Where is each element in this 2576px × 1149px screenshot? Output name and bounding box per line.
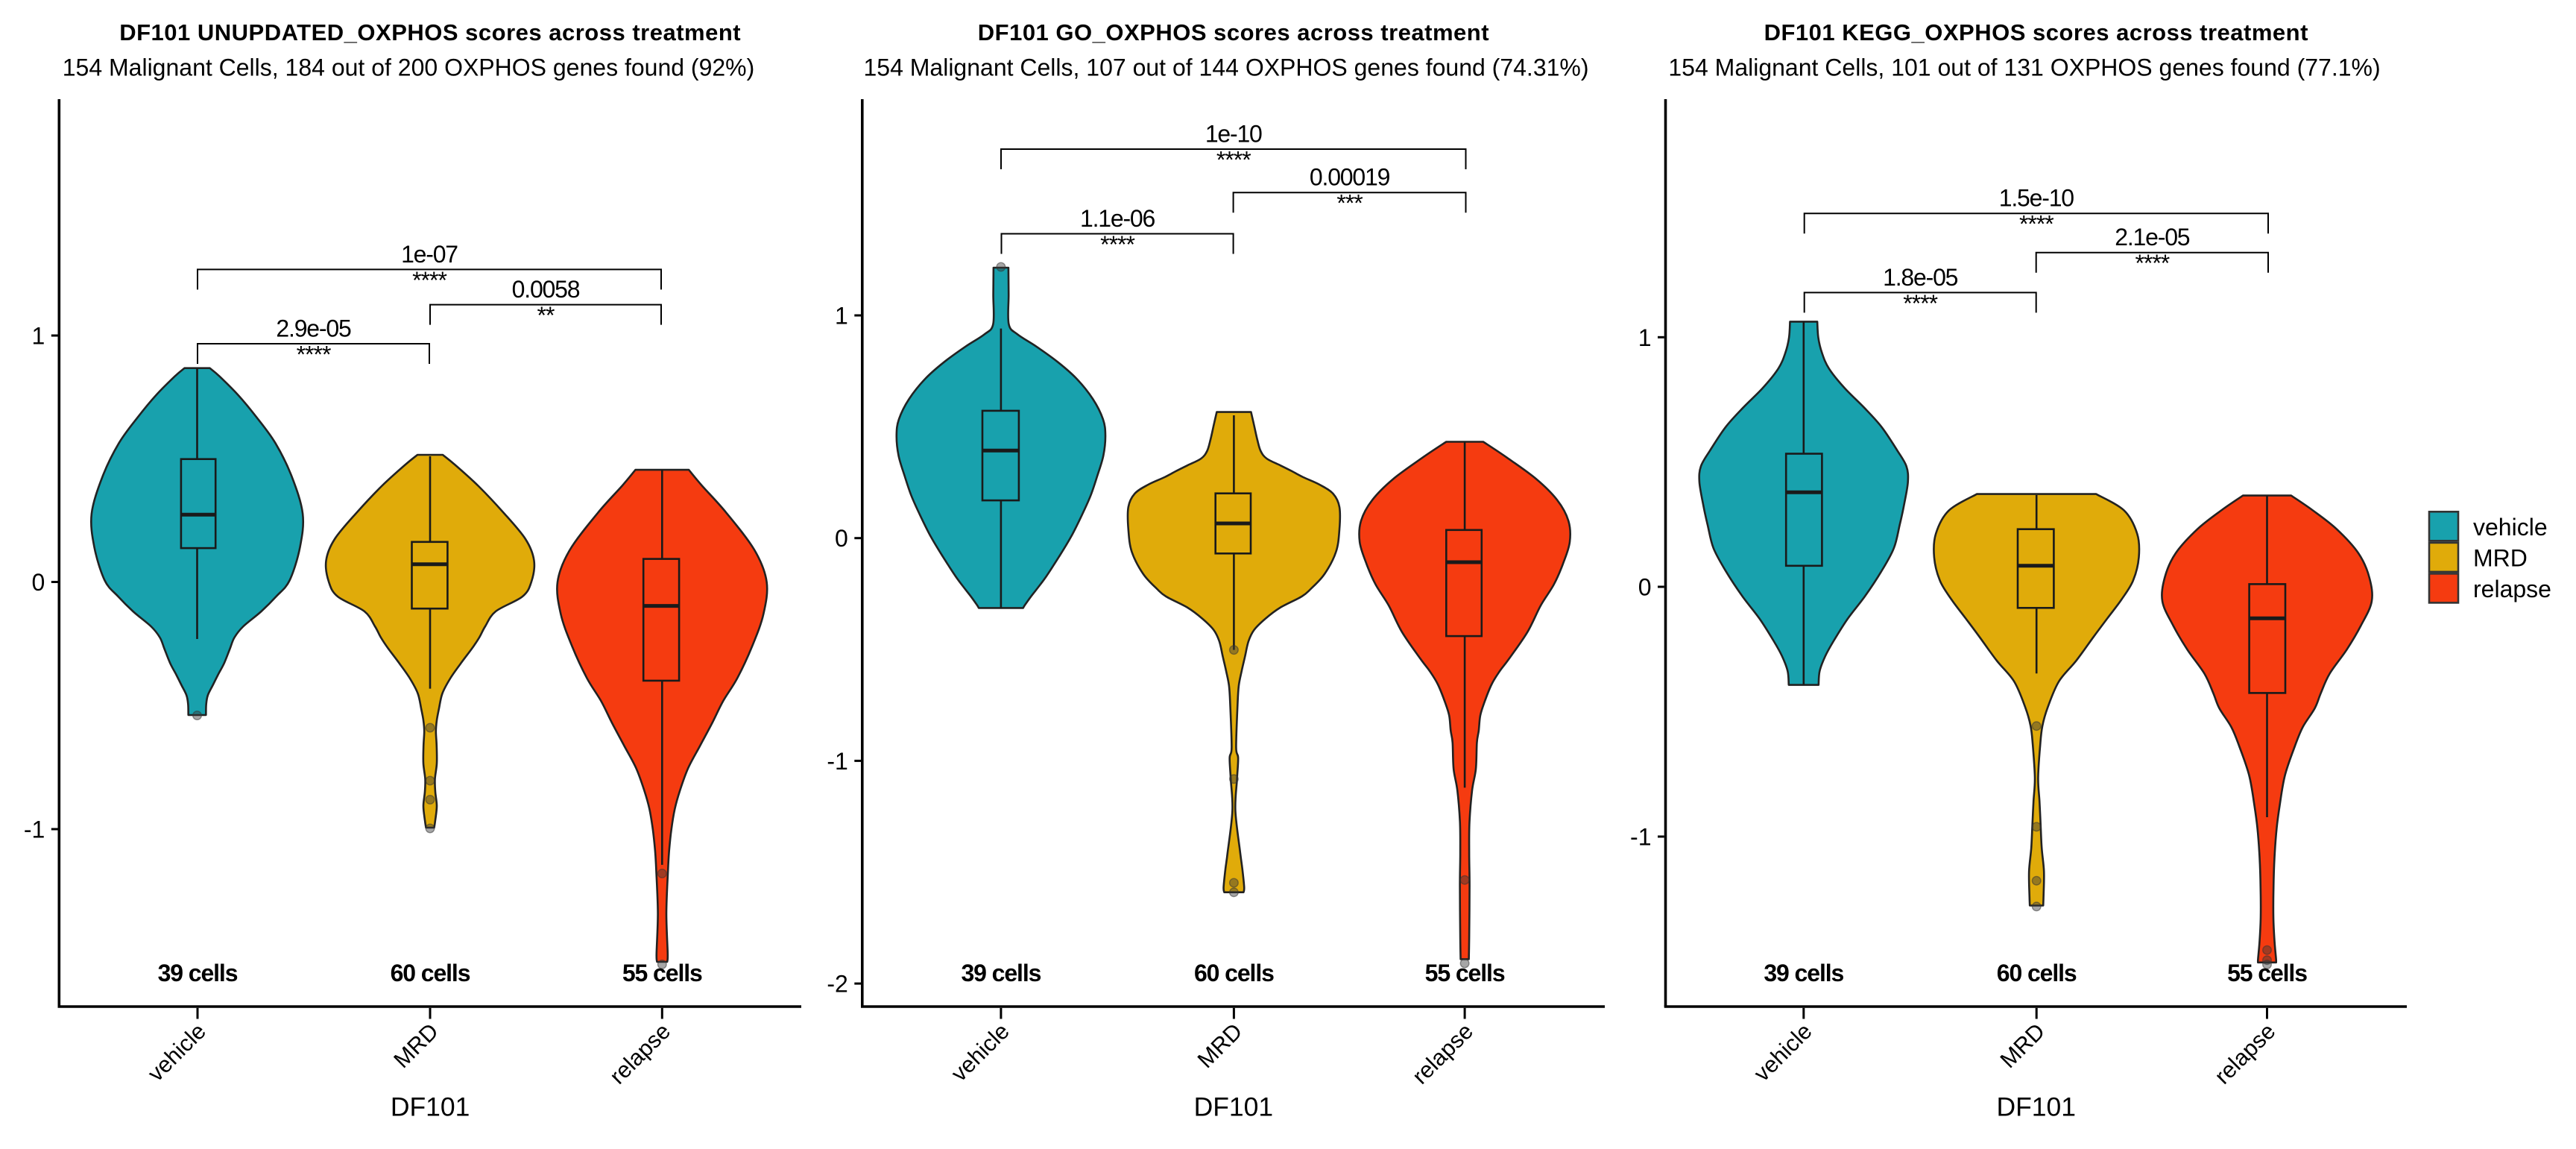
svg-text:****: **** [1100, 231, 1134, 258]
svg-text:1.1e-06: 1.1e-06 [1080, 205, 1155, 232]
svg-text:DF101 KEGG_OXPHOS scores acros: DF101 KEGG_OXPHOS scores across treatmen… [1764, 19, 2308, 45]
svg-text:DF101: DF101 [391, 1092, 470, 1122]
svg-text:DF101: DF101 [1996, 1092, 2076, 1122]
svg-text:154 Malignant Cells, 107 out o: 154 Malignant Cells, 107 out of 144 OXPH… [863, 54, 1588, 81]
svg-text:-1: -1 [1630, 824, 1651, 851]
svg-text:****: **** [2019, 211, 2053, 238]
svg-text:1e-07: 1e-07 [401, 241, 458, 268]
svg-text:0: 0 [32, 569, 45, 596]
svg-text:-1: -1 [827, 748, 847, 775]
svg-text:****: **** [1903, 290, 1937, 317]
svg-text:DF101: DF101 [1194, 1092, 1274, 1122]
svg-text:***: *** [1336, 190, 1363, 217]
svg-text:0.00019: 0.00019 [1310, 164, 1390, 191]
svg-text:1.8e-05: 1.8e-05 [1883, 264, 1958, 291]
svg-text:2.9e-05: 2.9e-05 [276, 315, 351, 342]
svg-text:relapse: relapse [2473, 576, 2551, 602]
svg-text:1.5e-10: 1.5e-10 [1999, 185, 2074, 212]
svg-text:1e-10: 1e-10 [1205, 121, 1262, 148]
svg-text:1: 1 [835, 303, 848, 330]
svg-text:60 cells: 60 cells [1997, 960, 2077, 986]
svg-text:****: **** [1216, 147, 1251, 174]
svg-text:60 cells: 60 cells [1194, 960, 1274, 986]
svg-text:MRD: MRD [2473, 544, 2528, 571]
svg-text:DF101 GO_OXPHOS scores across: DF101 GO_OXPHOS scores across treatment [978, 19, 1489, 45]
svg-text:39 cells: 39 cells [1764, 960, 1843, 986]
svg-text:****: **** [297, 341, 331, 368]
svg-text:39 cells: 39 cells [961, 960, 1041, 986]
svg-text:0: 0 [835, 525, 848, 552]
svg-text:1: 1 [1638, 324, 1652, 351]
svg-text:DF101 UNUPDATED_OXPHOS scores: DF101 UNUPDATED_OXPHOS scores across tre… [119, 19, 741, 45]
svg-text:-1: -1 [24, 816, 45, 843]
svg-text:60 cells: 60 cells [391, 960, 470, 986]
svg-text:55 cells: 55 cells [2227, 960, 2307, 986]
svg-text:154 Malignant Cells, 184 out o: 154 Malignant Cells, 184 out of 200 OXPH… [63, 54, 755, 81]
svg-text:154 Malignant Cells, 101 out o: 154 Malignant Cells, 101 out of 131 OXPH… [1668, 54, 2380, 81]
svg-text:-2: -2 [827, 971, 847, 998]
svg-text:39 cells: 39 cells [158, 960, 238, 986]
svg-text:1: 1 [32, 323, 45, 350]
svg-text:vehicle: vehicle [2473, 514, 2548, 541]
svg-text:55 cells: 55 cells [622, 960, 702, 986]
svg-text:**: ** [537, 302, 555, 329]
svg-text:****: **** [412, 267, 446, 294]
svg-text:2.1e-05: 2.1e-05 [2115, 224, 2190, 251]
svg-text:0: 0 [1638, 574, 1652, 601]
svg-text:0.0058: 0.0058 [512, 276, 580, 303]
svg-text:55 cells: 55 cells [1425, 960, 1505, 986]
svg-text:****: **** [2135, 250, 2169, 277]
